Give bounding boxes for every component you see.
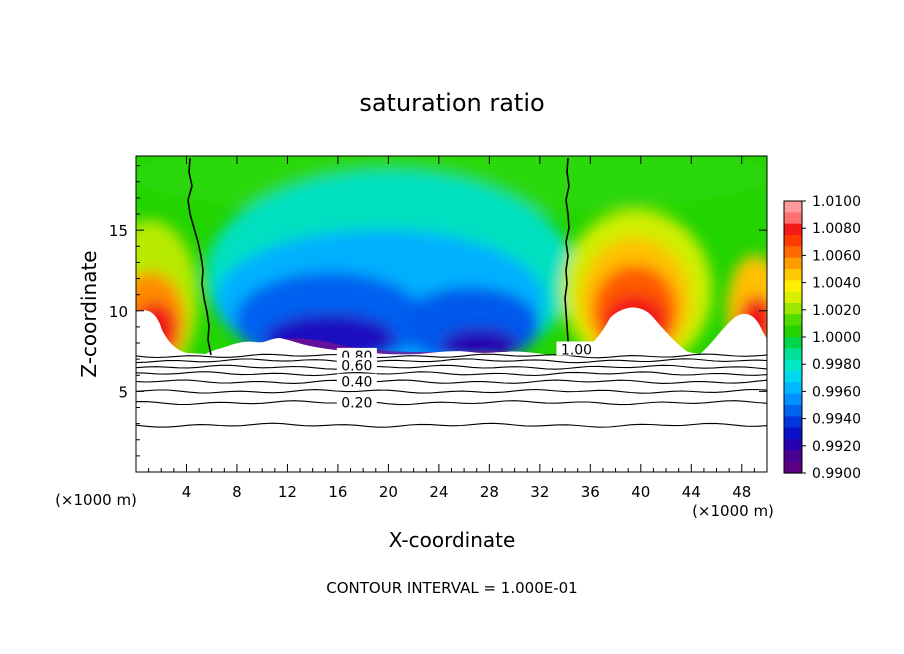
x-tick-label: 8 [232, 483, 242, 501]
colorbar-swatch [784, 450, 802, 463]
y-tick-label: 10 [109, 303, 128, 321]
contour-lines [135, 353, 768, 428]
x-axis-label: X-coordinate [389, 528, 516, 552]
contour-label-bg [556, 341, 597, 356]
x-axis: 4 8 12 16 20 24 28 32 36 40 44 48 [148, 156, 755, 501]
colorbar-swatch [784, 223, 802, 236]
colorbar-label: 1.0060 [812, 248, 861, 264]
contour-line [135, 353, 768, 359]
x-tick-label: 36 [581, 483, 600, 501]
contour-line-1.00-left [187, 157, 212, 356]
colorbar-label: 0.9900 [812, 466, 861, 482]
colorbar: 1.0100 1.0080 1.0060 1.0040 1.0020 1.0000 0.99… [783, 194, 861, 482]
y-tick-label: 15 [109, 222, 128, 240]
colorbar-swatch [784, 314, 802, 327]
x-tick-label: 28 [480, 483, 499, 501]
colorbar-swatch [784, 337, 802, 349]
colorbar-swatch [784, 416, 802, 429]
chart-title: saturation ratio [359, 89, 544, 117]
x-tick-label: 44 [682, 483, 701, 501]
contour-line [135, 422, 768, 428]
contour-line [135, 388, 768, 394]
colorbar-swatch [784, 201, 802, 213]
colorbar-swatch [784, 382, 802, 395]
colorbar-swatch [784, 269, 802, 281]
colorbar-swatch [784, 291, 802, 304]
colorbar-swatch [784, 393, 802, 406]
y-tick-label: 5 [118, 383, 128, 401]
x-tick-label: 48 [732, 483, 751, 501]
colorbar-label: 0.9920 [812, 439, 861, 455]
x-tick-label: 12 [278, 483, 297, 501]
x-tick-label: 40 [631, 483, 650, 501]
contour-line [135, 379, 768, 384]
x-tick-label: 16 [328, 483, 347, 501]
x-tick-label: 4 [182, 483, 192, 501]
colorbar-swatch [784, 371, 802, 383]
colorbar-label: 1.0100 [812, 194, 861, 210]
x-tick-label: 20 [379, 483, 398, 501]
contour-line [135, 371, 768, 377]
colorbar-label: 0.9980 [812, 357, 861, 373]
contour-line [135, 400, 768, 406]
contour-label: 1.00 [561, 342, 592, 358]
y-axis-label: Z-coordinate [77, 250, 101, 377]
y-axis: 5 10 15 [109, 165, 767, 457]
contour-interval-note: CONTOUR INTERVAL = 1.000E-01 [326, 579, 577, 597]
x-unit-left: (×1000 m) [55, 491, 137, 509]
contour-line-1.00-right [564, 157, 570, 356]
colorbar-swatch [784, 235, 802, 247]
colorbar-label: 0.9960 [812, 384, 861, 400]
contour-line [135, 358, 768, 364]
contour-labels: 1.000.800.600.400.20 [336, 341, 597, 412]
colorbar-label: 1.0020 [812, 303, 861, 319]
colorbar-swatch [784, 212, 802, 225]
colorbar-swatch [784, 405, 802, 417]
colorbar-swatch [784, 439, 802, 451]
colorbar-label: 1.0000 [812, 330, 861, 346]
colorbar-label: 0.9940 [812, 412, 861, 428]
colorbar-swatch [784, 246, 802, 259]
colorbar-label: 1.0040 [812, 276, 861, 292]
colorbar-swatch [784, 461, 802, 474]
colorbar-swatch [784, 325, 802, 338]
colorbar-swatch [784, 280, 802, 293]
colorbar-swatch [784, 359, 802, 372]
contour-line [135, 364, 768, 370]
x-tick-label: 24 [429, 483, 448, 501]
contour-label: 0.40 [341, 375, 372, 391]
contour-label-bg [336, 373, 377, 388]
contour-label-bg [336, 357, 377, 372]
colorbar-swatch [784, 348, 802, 361]
x-unit-right: (×1000 m) [692, 502, 774, 520]
colorbar-swatch [784, 427, 802, 440]
contour-label-bg [336, 394, 377, 409]
x-tick-label: 32 [530, 483, 549, 501]
colorbar-swatch [784, 257, 802, 270]
contour-label: 0.20 [341, 396, 372, 412]
heatmap-field [136, 156, 767, 472]
colorbar-swatch [784, 303, 802, 315]
colorbar-label: 1.0080 [812, 221, 861, 237]
contour-label: 0.60 [341, 359, 372, 375]
